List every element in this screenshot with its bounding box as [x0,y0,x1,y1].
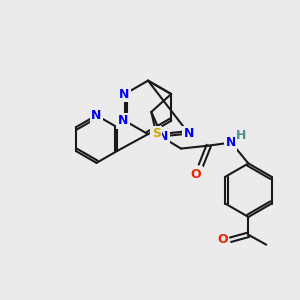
Text: N: N [118,114,128,127]
Text: H: H [236,129,247,142]
Text: N: N [158,130,168,143]
Text: N: N [91,109,102,122]
Text: N: N [184,127,194,140]
Text: N: N [119,88,129,100]
Text: S: S [152,127,161,140]
Text: O: O [217,233,228,246]
Text: N: N [225,136,236,149]
Text: O: O [190,168,201,181]
